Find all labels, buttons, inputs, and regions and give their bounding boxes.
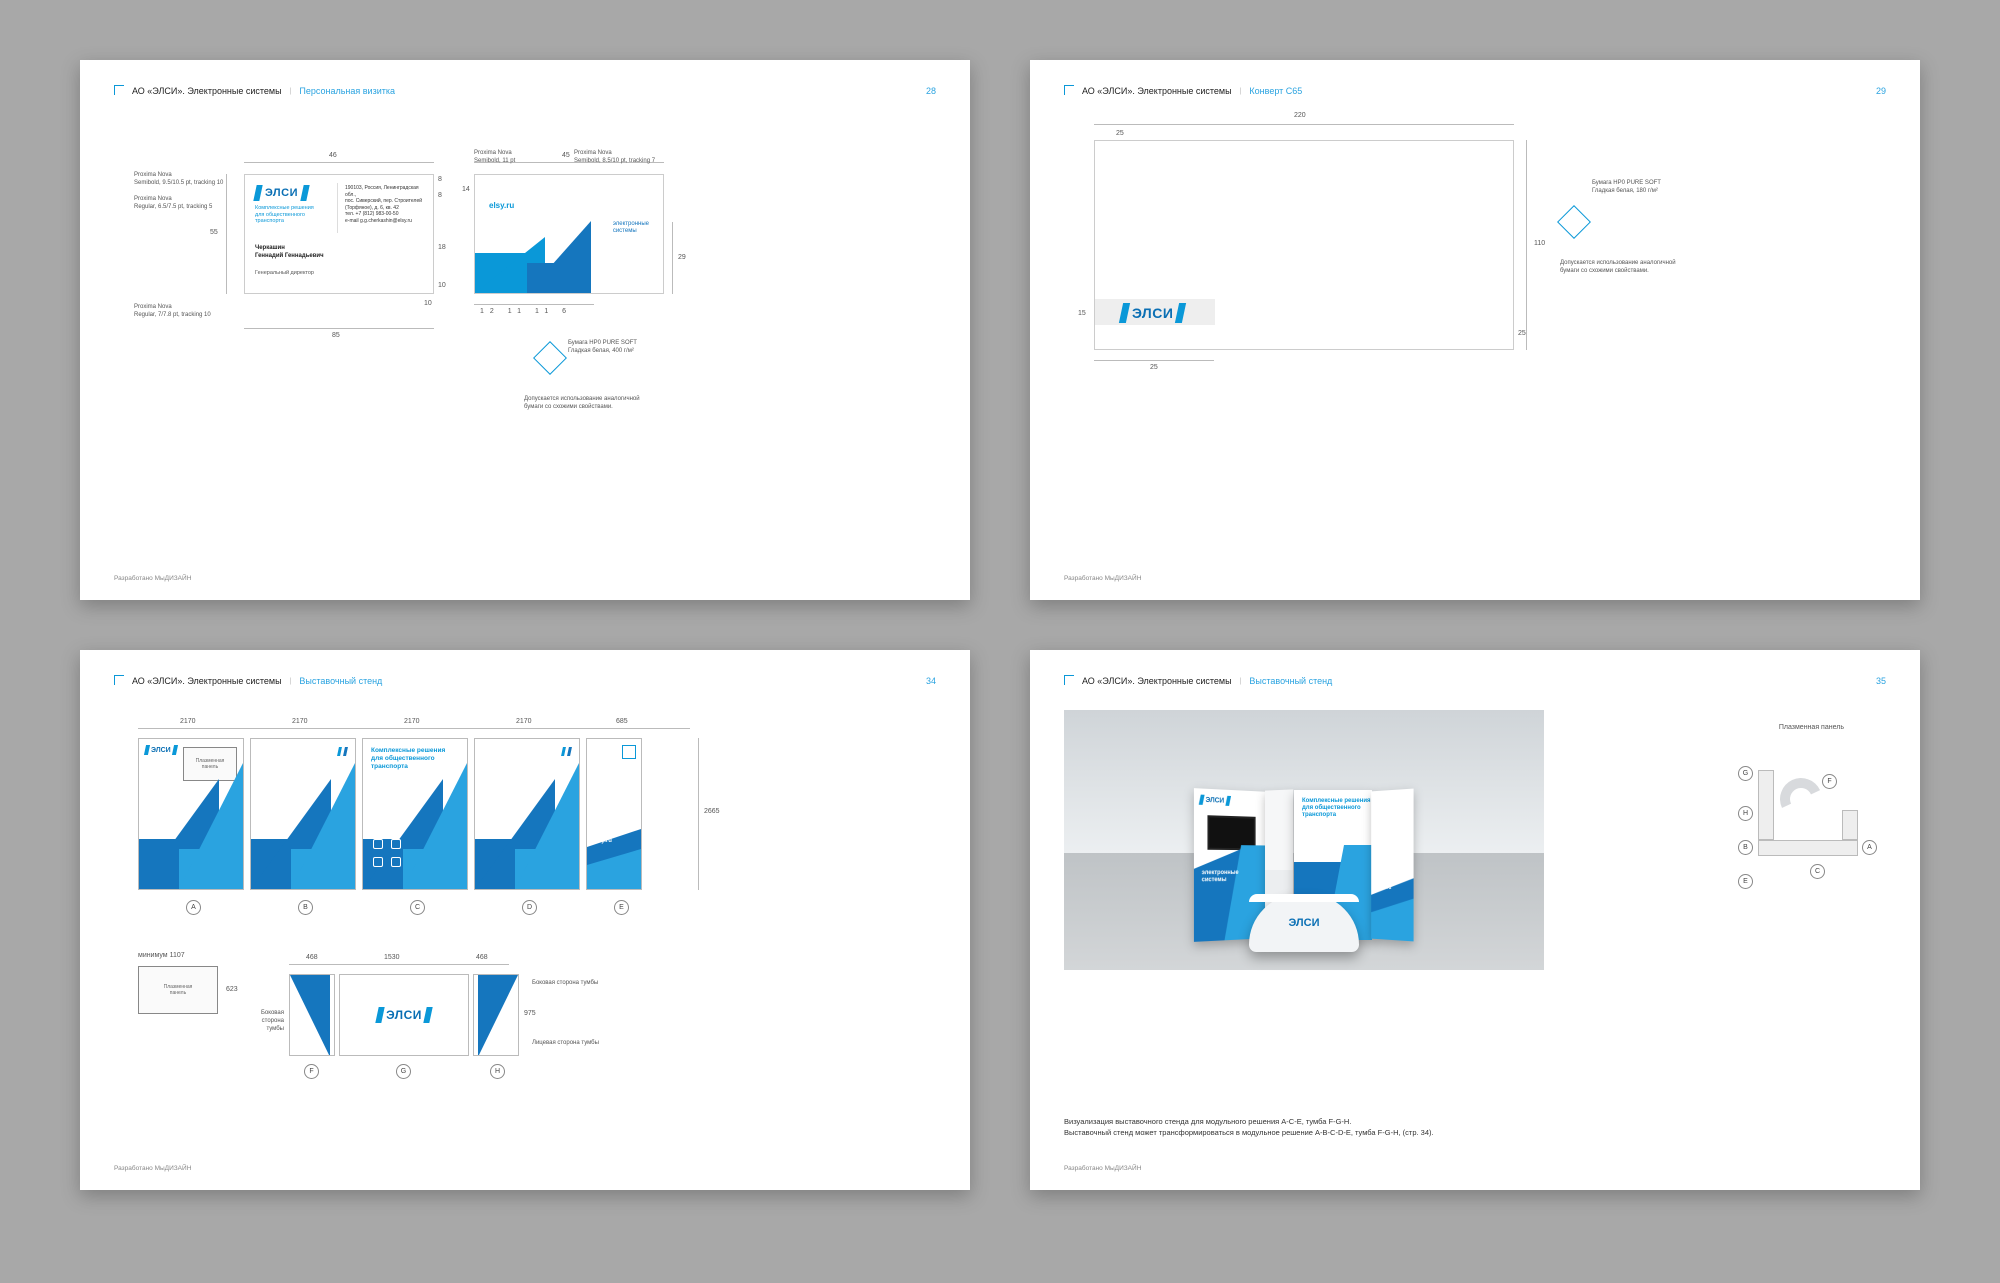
font-note-1: Proxima Nova Semibold, 9.5/10.5 pt, trac… xyxy=(134,172,223,188)
panel-b: установки и расходные материалы xyxy=(250,738,356,890)
card-sys: электронные системы xyxy=(613,221,649,235)
card-address: 190103, Россия, Ленинградская обл., пос.… xyxy=(345,185,423,224)
page-28: АО «ЭЛСИ». Электронные системы | Персона… xyxy=(80,60,970,600)
footer: Разработано МыДИЗАЙН xyxy=(114,575,191,582)
page-number: 35 xyxy=(1876,676,1886,686)
brand-logo: ЭЛСИ xyxy=(255,185,308,201)
diamond-icon xyxy=(1557,205,1591,239)
header-section: Выставочный стенд xyxy=(1249,676,1332,686)
font-note-5: Proxima Nova Semibold, 8.5/10 pt, tracki… xyxy=(574,150,655,166)
bracket-icon xyxy=(114,85,124,95)
footer: Разработано МыДИЗАЙН xyxy=(1064,575,1141,582)
tv-icon xyxy=(1207,815,1255,850)
card-front: ЭЛСИ Комплексные решения для общественно… xyxy=(244,174,434,294)
page-header: АО «ЭЛСИ». Электронные системы | Выставо… xyxy=(1064,676,1886,686)
header-divider: | xyxy=(290,88,292,95)
dim-220: 220 xyxy=(1294,112,1306,119)
bracket-icon xyxy=(1064,675,1074,685)
font-note-4: Proxima Nova Semibold, 11 pt xyxy=(474,150,515,166)
header-company: АО «ЭЛСИ». Электронные системы xyxy=(132,86,282,96)
dim-46: 46 xyxy=(329,152,337,159)
dim-110: 110 xyxy=(1534,240,1545,247)
brand-tagline: Комплексные решения для общественного тр… xyxy=(255,205,315,225)
bracket-icon xyxy=(114,675,124,685)
card-back: elsy.ru электронные системы xyxy=(474,174,664,294)
floor-plan: G F H B C A E xyxy=(1714,770,1874,920)
header-company: АО «ЭЛСИ». Электронные системы xyxy=(1082,676,1232,686)
dim-85: 85 xyxy=(332,332,340,339)
header-section: Выставочный стенд xyxy=(299,676,382,686)
bracket-icon xyxy=(1064,85,1074,95)
tumba-g: ЭЛСИ xyxy=(339,974,469,1056)
page-number: 28 xyxy=(926,86,936,96)
panel-d xyxy=(474,738,580,890)
paper-spec: Бумага HP0 PURE SOFT Гладкая белая, 180 … xyxy=(1592,180,1661,196)
font-note-3: Proxima Nova Regular, 7/7.8 pt, tracking… xyxy=(134,304,211,320)
stand-render: ЭЛСИ электронные системы Комплексные реш… xyxy=(1064,710,1544,970)
dim-55: 55 xyxy=(210,229,218,236)
panel-c: Комплексные решения для общественного тр… xyxy=(362,738,468,890)
header-company: АО «ЭЛСИ». Электронные системы xyxy=(132,676,282,686)
render-caption: Визуализация выставочного стенда для мод… xyxy=(1064,1117,1664,1138)
footer: Разработано МыДИЗАЙН xyxy=(1064,1165,1141,1172)
header-section: Конверт C65 xyxy=(1249,86,1302,96)
footer: Разработано МыДИЗАЙН xyxy=(114,1165,191,1172)
page-number: 34 xyxy=(926,676,936,686)
font-note-2: Proxima Nova Regular, 6.5/7.5 pt, tracki… xyxy=(134,196,212,212)
envelope: ЭЛСИ xyxy=(1094,140,1514,350)
slash-icon xyxy=(300,185,309,201)
page-35: АО «ЭЛСИ». Электронные системы | Выставо… xyxy=(1030,650,1920,1190)
brand-name: ЭЛСИ xyxy=(265,187,298,199)
tumba-f xyxy=(289,974,335,1056)
paper-note: Допускается использование аналогичной бу… xyxy=(1560,260,1676,276)
slash-icon xyxy=(1119,303,1130,323)
card-url: elsy.ru xyxy=(489,201,514,210)
plan-label: Плазменная панель xyxy=(1779,724,1844,731)
card-blueprint: 46 45 55 85 Proxima Nova Semibold, 9.5/1… xyxy=(174,114,936,474)
panel-a: ЭЛСИ Плазменная панель электронные систе… xyxy=(138,738,244,890)
page-header: АО «ЭЛСИ». Электронные системы | Конверт… xyxy=(1064,86,1886,96)
slash-icon xyxy=(253,185,262,201)
diamond-icon xyxy=(533,341,567,375)
page-header: АО «ЭЛСИ». Электронные системы | Выставо… xyxy=(114,676,936,686)
page-29: АО «ЭЛСИ». Электронные системы | Конверт… xyxy=(1030,60,1920,600)
brand-logo: ЭЛСИ xyxy=(1121,303,1184,323)
card-person: Черкашин Геннадий Геннадьевич xyxy=(255,245,324,261)
paper-note: Допускается использование аналогичной бу… xyxy=(524,396,640,412)
paper-spec: Бумага HP0 PURE SOFT Гладкая белая, 400 … xyxy=(568,340,637,356)
stand-blueprint: 2170 2170 2170 2170 685 ЭЛСИ Плазменная … xyxy=(114,704,936,1124)
panel-e: elsy.ru xyxy=(586,738,642,890)
tumba-h xyxy=(473,974,519,1056)
header-company: АО «ЭЛСИ». Электронные системы xyxy=(1082,86,1232,96)
page-header: АО «ЭЛСИ». Электронные системы | Персона… xyxy=(114,86,936,96)
brand-name: ЭЛСИ xyxy=(1132,305,1173,321)
dim-45: 45 xyxy=(562,152,570,159)
page-34: АО «ЭЛСИ». Электронные системы | Выставо… xyxy=(80,650,970,1190)
header-section: Персональная визитка xyxy=(299,86,395,96)
page-number: 29 xyxy=(1876,86,1886,96)
card-role: Генеральный директор xyxy=(255,270,314,276)
